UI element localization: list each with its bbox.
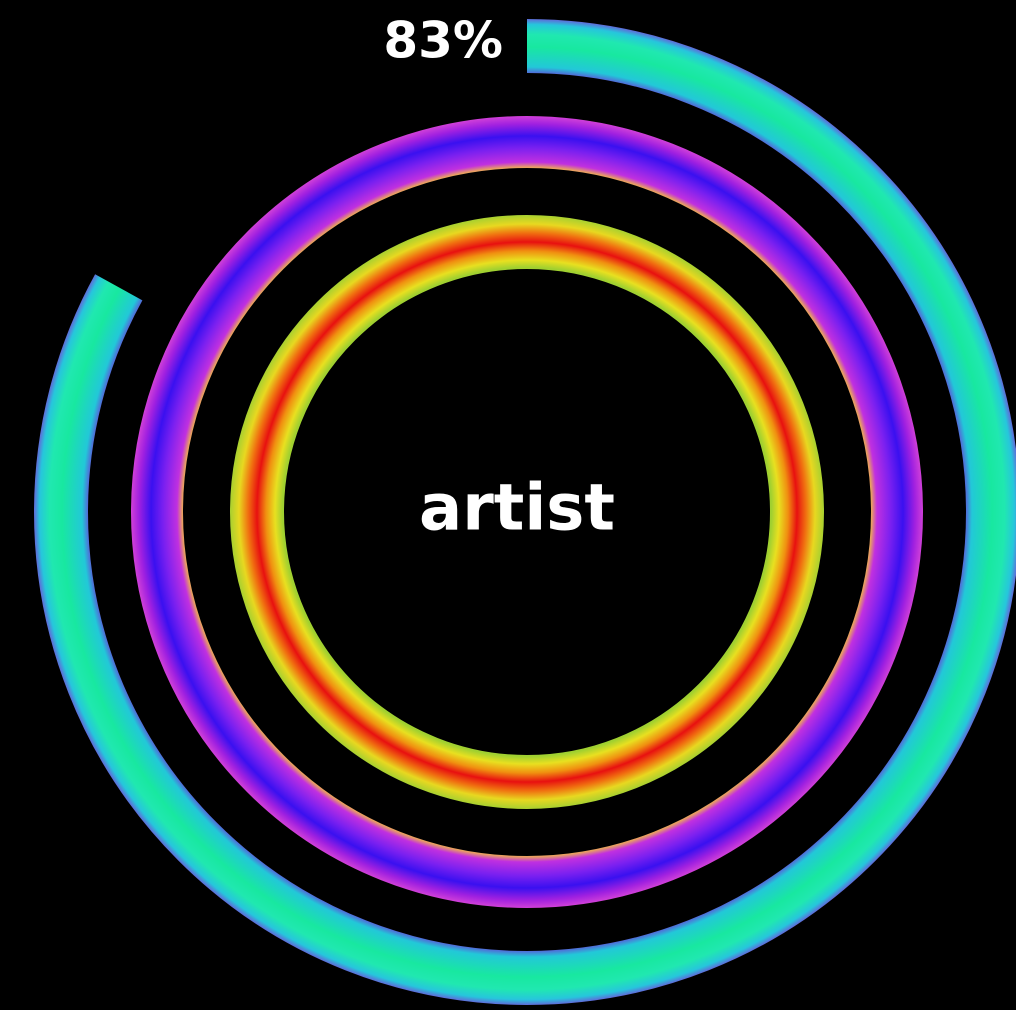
- inner-ring: [230, 215, 824, 809]
- progress-label: 83%: [383, 12, 503, 70]
- progress-arc: [34, 19, 1016, 1005]
- middle-ring: [131, 116, 923, 908]
- center-label: artist: [419, 472, 615, 546]
